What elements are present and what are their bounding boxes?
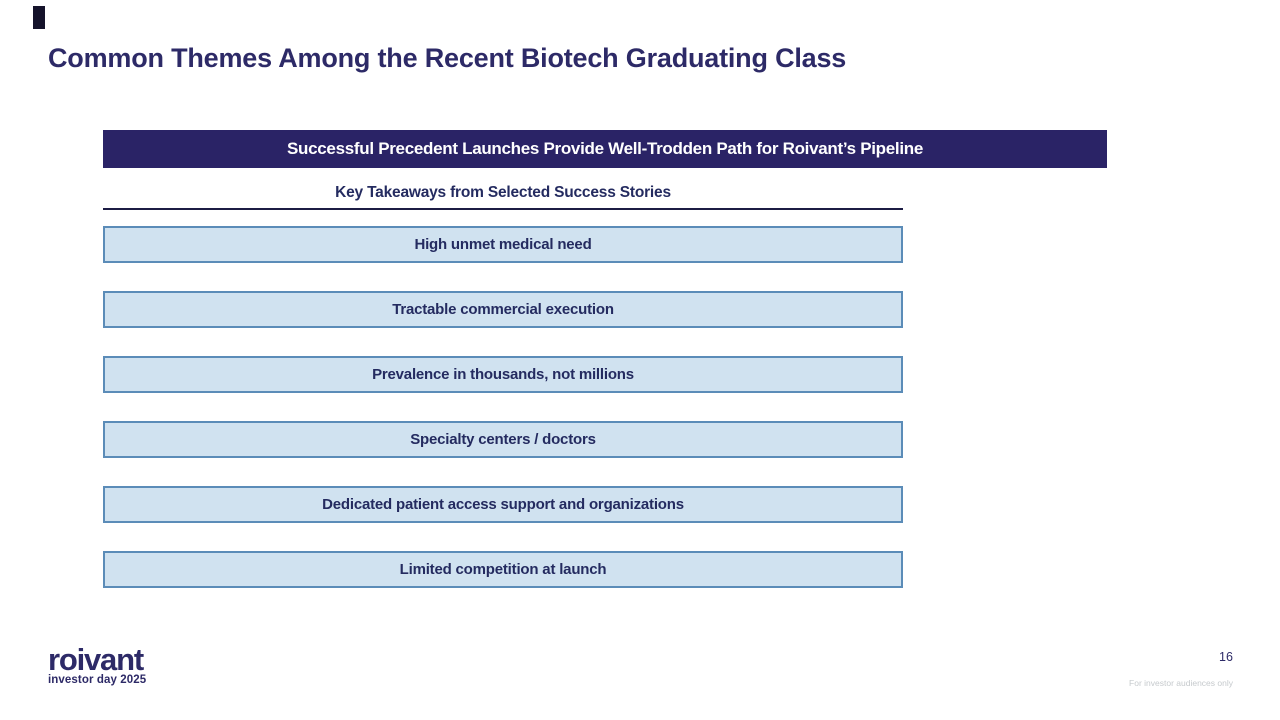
theme-box-label: Dedicated patient access support and org… [322,496,684,513]
theme-box-label: Tractable commercial execution [392,301,614,318]
theme-box-high-unmet-need: High unmet medical need [103,226,903,263]
theme-box-list: High unmet medical need Tractable commer… [103,226,903,588]
page-title: Common Themes Among the Recent Biotech G… [48,43,847,73]
disclaimer-text: For investor audiences only [1129,678,1233,688]
theme-box-label: Prevalence in thousands, not millions [372,366,634,383]
takeaways-underline [103,208,903,210]
takeaways-heading: Key Takeaways from Selected Success Stor… [335,184,671,201]
theme-box-label: Limited competition at launch [399,561,607,578]
roivant-logo-subtext: investor day 2025 [48,674,147,686]
roivant-wordmark: roivant [48,642,144,677]
theme-box-limited-competition: Limited competition at launch [103,551,903,588]
theme-box-patient-access: Dedicated patient access support and org… [103,486,903,523]
theme-box-label: Specialty centers / doctors [410,431,596,448]
theme-box-label: High unmet medical need [414,236,592,253]
page-number: 16 [1219,650,1233,664]
corner-marker [33,6,45,29]
theme-box-specialty-centers: Specialty centers / doctors [103,421,903,458]
roivant-logo: roivant investor day 2025 [48,644,146,686]
theme-box-prevalence: Prevalence in thousands, not millions [103,356,903,393]
banner: Successful Precedent Launches Provide We… [103,130,1107,168]
banner-text: Successful Precedent Launches Provide We… [287,139,923,158]
theme-box-commercial-execution: Tractable commercial execution [103,291,903,328]
